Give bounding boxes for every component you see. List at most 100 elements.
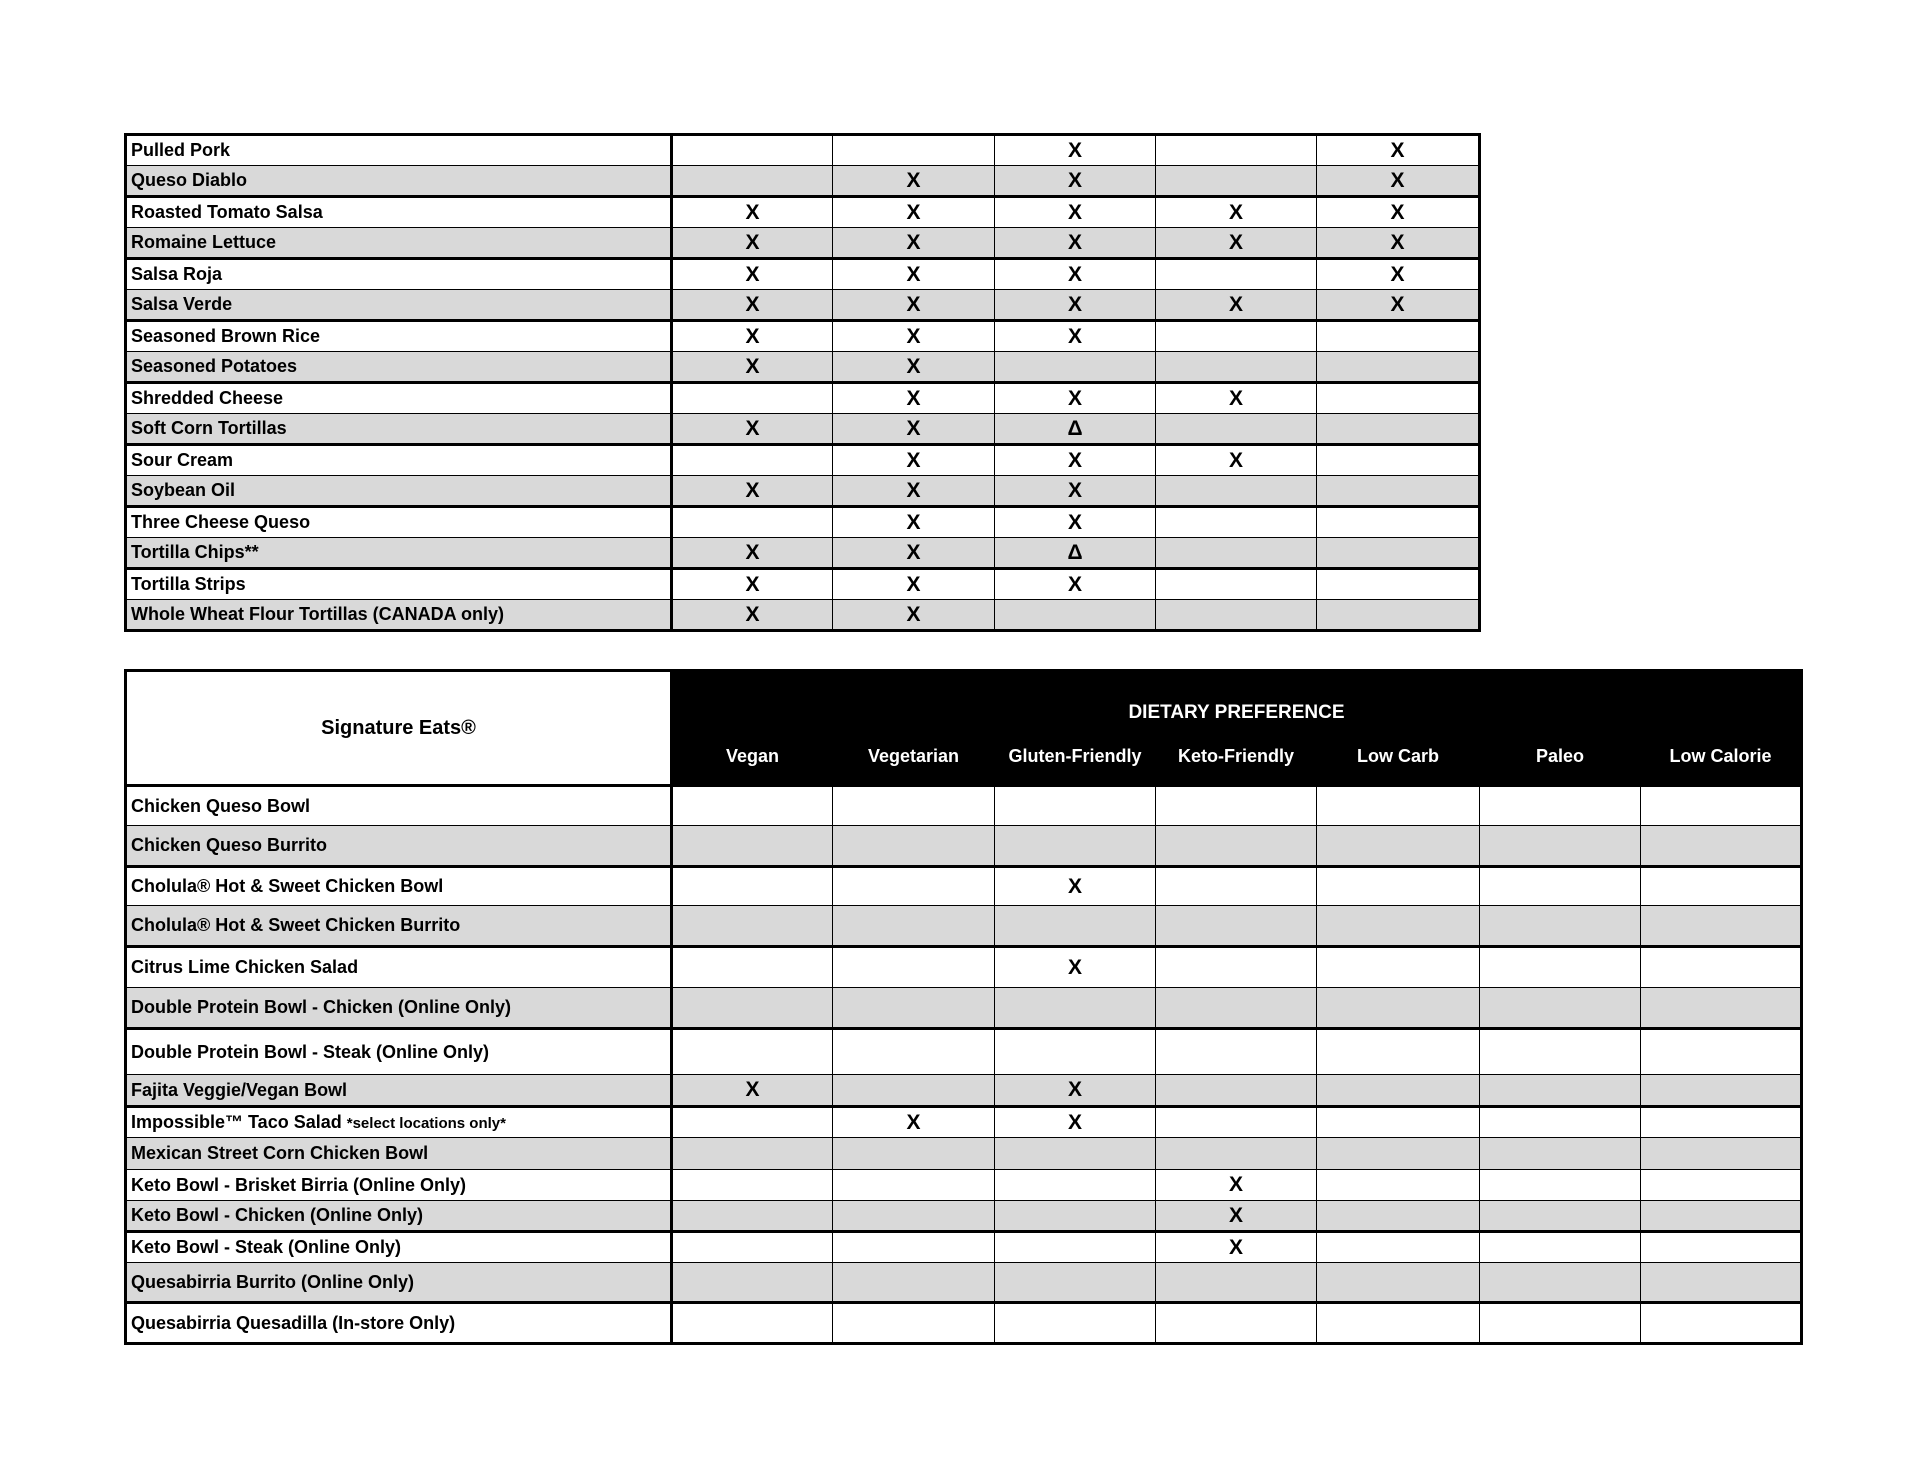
mark-cell: X (994, 866, 1156, 906)
table-row: Double Protein Bowl - Chicken (Online On… (125, 987, 1802, 1030)
table-row: Keto Bowl - Steak (Online Only) X (125, 1231, 1802, 1263)
table-row: Salsa Verde X X X X X (125, 289, 1480, 322)
mark-cell (832, 785, 995, 826)
item-name-text: Quesabirria Burrito (Online Only) (131, 1271, 415, 1292)
table-row: Cholula® Hot & Sweet Chicken Burrito (125, 905, 1802, 948)
item-name: Three Cheese Queso (125, 506, 673, 538)
mark-cell: X (994, 227, 1156, 260)
item-name: Whole Wheat Flour Tortillas (CANADA only… (125, 599, 673, 631)
item-name-text: Fajita Veggie/Vegan Bowl (131, 1079, 348, 1100)
mark-cell: X (832, 165, 995, 198)
item-name-text: Citrus Lime Chicken Salad (131, 957, 359, 977)
mark-cell: X (994, 1074, 1156, 1108)
mark-cell: X (671, 475, 833, 508)
mark-cell (994, 1028, 1156, 1075)
mark-cell: X (832, 413, 995, 446)
mark-cell (1155, 351, 1317, 384)
mark-cell (994, 1231, 1156, 1263)
mark-cell (671, 1200, 833, 1233)
mark-cell: X (1155, 444, 1317, 476)
item-name: Soft Corn Tortillas (125, 413, 673, 446)
mark-cell: X (671, 196, 833, 228)
mark-cell (1155, 1137, 1317, 1170)
mark-cell (832, 1262, 995, 1304)
mark-cell (1155, 866, 1317, 906)
mark-cell (1640, 1302, 1802, 1344)
item-name-text: Cholula® Hot & Sweet Chicken Bowl (131, 876, 444, 896)
mark-cell (832, 1231, 995, 1263)
mark-cell (1479, 946, 1641, 988)
mark-cell (1640, 825, 1802, 868)
item-name: Double Protein Bowl - Steak (Online Only… (125, 1028, 673, 1075)
mark-cell (1155, 785, 1317, 826)
mark-cell: Δ (994, 413, 1156, 446)
mark-cell (671, 165, 833, 198)
table-row: Keto Bowl - Chicken (Online Only) X (125, 1200, 1802, 1233)
mark-cell (671, 444, 833, 476)
mark-cell (671, 1169, 833, 1201)
mark-cell (832, 1137, 995, 1170)
item-name-text: Impossible™ Taco Salad (131, 1112, 342, 1132)
mark-cell (994, 825, 1156, 868)
mark-cell (1316, 866, 1480, 906)
mark-cell (1316, 413, 1480, 446)
mark-cell: X (671, 1074, 833, 1108)
item-name-text: Chicken Queso Burrito (131, 835, 328, 855)
item-name: Soybean Oil (125, 475, 673, 508)
mark-cell: X (1316, 134, 1480, 166)
table-row: Roasted Tomato Salsa X X X X X (125, 196, 1480, 228)
column-header-low-carb: Low Carb (1316, 728, 1480, 787)
mark-cell: X (671, 599, 833, 631)
mark-cell: X (994, 165, 1156, 198)
mark-cell: X (1316, 165, 1480, 198)
table-row: Tortilla Chips** X X Δ (125, 537, 1480, 570)
mark-cell: X (671, 258, 833, 290)
mark-cell (832, 866, 995, 906)
mark-cell (1640, 1169, 1802, 1201)
mark-cell (1316, 1106, 1480, 1138)
mark-cell: X (1316, 196, 1480, 228)
item-name-text: Keto Bowl - Steak (Online Only) (131, 1237, 402, 1257)
mark-cell (1640, 1106, 1802, 1138)
mark-cell (1316, 1200, 1480, 1233)
mark-cell: X (671, 413, 833, 446)
mark-cell: X (994, 444, 1156, 476)
mark-cell: X (994, 289, 1156, 322)
mark-cell: X (994, 134, 1156, 166)
mark-cell (671, 987, 833, 1030)
mark-cell (1316, 444, 1480, 476)
table-row: Queso Diablo X X X (125, 165, 1480, 198)
table-row: Pulled Pork X X (125, 134, 1480, 166)
column-header-low-calorie: Low Calorie (1640, 728, 1802, 787)
item-name-text: Double Protein Bowl - Chicken (Online On… (131, 997, 512, 1017)
mark-cell (1155, 599, 1317, 631)
item-name: Double Protein Bowl - Chicken (Online On… (125, 987, 673, 1030)
mark-cell (1640, 785, 1802, 826)
mark-cell (994, 1169, 1156, 1201)
table-row: Seasoned Potatoes X X (125, 351, 1480, 384)
item-name: Shredded Cheese (125, 382, 673, 414)
mark-cell (1640, 1028, 1802, 1075)
mark-cell (832, 1200, 995, 1233)
mark-cell (1155, 320, 1317, 352)
mark-cell (1316, 382, 1480, 414)
mark-cell (832, 987, 995, 1030)
mark-cell (1640, 1137, 1802, 1170)
mark-cell (994, 1302, 1156, 1344)
mark-cell (671, 1106, 833, 1138)
mark-cell (994, 351, 1156, 384)
item-name: Keto Bowl - Brisket Birria (Online Only) (125, 1169, 673, 1201)
mark-cell (1640, 1262, 1802, 1304)
table-row: Shredded Cheese X X X (125, 382, 1480, 414)
item-name: Keto Bowl - Chicken (Online Only) (125, 1200, 673, 1233)
item-name: Seasoned Brown Rice (125, 320, 673, 352)
mark-cell: X (832, 1106, 995, 1138)
table-row: Romaine Lettuce X X X X X (125, 227, 1480, 260)
mark-cell (1155, 987, 1317, 1030)
mark-cell (1479, 1302, 1641, 1344)
mark-cell (1155, 825, 1317, 868)
mark-cell: X (832, 506, 995, 538)
mark-cell (1316, 1028, 1480, 1075)
mark-cell: X (832, 382, 995, 414)
mark-cell (1316, 320, 1480, 352)
